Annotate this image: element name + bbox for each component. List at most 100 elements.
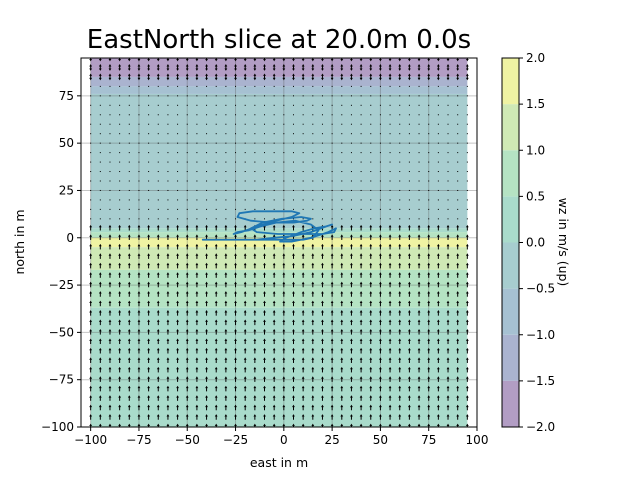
quiver-dot bbox=[148, 133, 150, 135]
quiver-arrowhead bbox=[456, 300, 460, 303]
quiver-arrowhead bbox=[446, 243, 450, 247]
quiver-arrowhead bbox=[388, 64, 392, 67]
quiver-arrowhead bbox=[253, 234, 257, 237]
quiver-dot bbox=[399, 218, 401, 220]
quiver-arrowhead bbox=[340, 347, 344, 351]
quiver-arrowhead bbox=[359, 77, 363, 81]
quiver-dot bbox=[186, 152, 188, 154]
quiver-dot bbox=[283, 199, 285, 201]
quiver-dot bbox=[292, 152, 294, 154]
quiver-dot bbox=[292, 104, 294, 106]
quiver-dot bbox=[109, 189, 111, 191]
quiver-dot bbox=[418, 114, 420, 116]
quiver-arrowhead bbox=[137, 300, 141, 303]
quiver-arrowhead bbox=[282, 243, 286, 247]
quiver-dot bbox=[437, 152, 439, 154]
quiver-dot bbox=[418, 123, 420, 125]
quiver-arrowhead bbox=[369, 73, 373, 76]
quiver-arrowhead bbox=[330, 366, 334, 370]
quiver-arrowhead bbox=[89, 385, 93, 389]
quiver-dot bbox=[167, 208, 169, 210]
quiver-arrowhead bbox=[253, 338, 257, 341]
quiver-dot bbox=[292, 180, 294, 182]
quiver-dot bbox=[177, 199, 179, 201]
quiver-arrowhead bbox=[156, 328, 160, 332]
quiver-arrowhead bbox=[195, 73, 199, 76]
quiver-arrowhead bbox=[166, 423, 170, 426]
quiver-arrowhead bbox=[108, 328, 112, 332]
quiver-arrowhead bbox=[147, 328, 151, 332]
quiver-arrowhead bbox=[456, 224, 460, 228]
quiver-arrowhead bbox=[156, 395, 160, 398]
colorbar-tick-label: 1.0 bbox=[526, 143, 545, 157]
quiver-arrowhead bbox=[98, 338, 102, 341]
quiver-arrowhead bbox=[311, 77, 315, 81]
quiver-dot bbox=[215, 114, 217, 116]
quiver-arrowhead bbox=[427, 395, 431, 398]
quiver-arrowhead bbox=[253, 243, 257, 247]
quiver-dot bbox=[215, 142, 217, 144]
quiver-arrowhead bbox=[118, 234, 122, 237]
quiver-dot bbox=[292, 123, 294, 125]
quiver-dot bbox=[99, 114, 101, 116]
quiver-arrowhead bbox=[379, 414, 382, 417]
quiver-arrowhead bbox=[340, 68, 344, 71]
quiver-dot bbox=[138, 218, 140, 220]
quiver-arrowhead bbox=[98, 395, 102, 398]
quiver-arrowhead bbox=[282, 253, 286, 256]
quiver-arrowhead bbox=[369, 338, 373, 341]
quiver-dot bbox=[302, 123, 304, 125]
quiver-arrowhead bbox=[224, 77, 228, 81]
quiver-arrowhead bbox=[330, 300, 334, 303]
quiver-arrowhead bbox=[272, 338, 276, 341]
quiver-arrowhead bbox=[465, 366, 469, 370]
quiver-arrowhead bbox=[388, 281, 392, 285]
quiver-arrowhead bbox=[330, 281, 334, 285]
quiver-arrowhead bbox=[330, 319, 334, 322]
quiver-arrowhead bbox=[263, 73, 266, 76]
quiver-arrowhead bbox=[118, 281, 122, 285]
quiver-arrowhead bbox=[243, 347, 247, 351]
quiver-arrowhead bbox=[166, 253, 170, 256]
quiver-arrowhead bbox=[166, 404, 170, 408]
quiver-arrowhead bbox=[359, 376, 363, 379]
quiver-dot bbox=[331, 208, 333, 210]
quiver-dot bbox=[350, 189, 352, 191]
quiver-arrowhead bbox=[224, 328, 228, 332]
quiver-arrowhead bbox=[214, 395, 218, 398]
x-tick-label: −75 bbox=[126, 433, 151, 447]
quiver-dot bbox=[379, 171, 381, 173]
quiver-arrowhead bbox=[272, 376, 276, 379]
quiver-arrowhead bbox=[108, 64, 112, 67]
quiver-arrowhead bbox=[350, 253, 353, 256]
quiver-dot bbox=[379, 199, 381, 201]
quiver-arrowhead bbox=[436, 385, 440, 389]
quiver-arrowhead bbox=[137, 272, 141, 275]
quiver-arrowhead bbox=[311, 319, 315, 322]
quiver-arrowhead bbox=[388, 404, 392, 408]
quiver-arrowhead bbox=[388, 385, 392, 389]
quiver-arrowhead bbox=[147, 310, 151, 313]
y-axis-label: north in m bbox=[12, 209, 27, 274]
quiver-arrowhead bbox=[350, 357, 353, 360]
quiver-arrowhead bbox=[359, 253, 363, 256]
quiver-arrowhead bbox=[98, 64, 102, 67]
quiver-dot bbox=[447, 218, 449, 220]
quiver-arrowhead bbox=[98, 328, 102, 332]
quiver-arrowhead bbox=[359, 423, 363, 426]
quiver-arrowhead bbox=[234, 357, 237, 360]
quiver-arrowhead bbox=[456, 338, 460, 341]
quiver-dot bbox=[119, 104, 121, 106]
quiver-dot bbox=[167, 189, 169, 191]
quiver-arrowhead bbox=[205, 366, 208, 370]
quiver-arrowhead bbox=[340, 243, 344, 247]
quiver-arrowhead bbox=[369, 328, 373, 332]
quiver-arrowhead bbox=[330, 234, 334, 237]
quiver-arrowhead bbox=[330, 338, 334, 341]
quiver-dot bbox=[370, 123, 372, 125]
quiver-arrowhead bbox=[263, 376, 266, 379]
quiver-arrowhead bbox=[214, 404, 218, 408]
quiver-arrowhead bbox=[301, 319, 305, 322]
quiver-dot bbox=[283, 171, 285, 173]
quiver-dot bbox=[254, 208, 256, 210]
